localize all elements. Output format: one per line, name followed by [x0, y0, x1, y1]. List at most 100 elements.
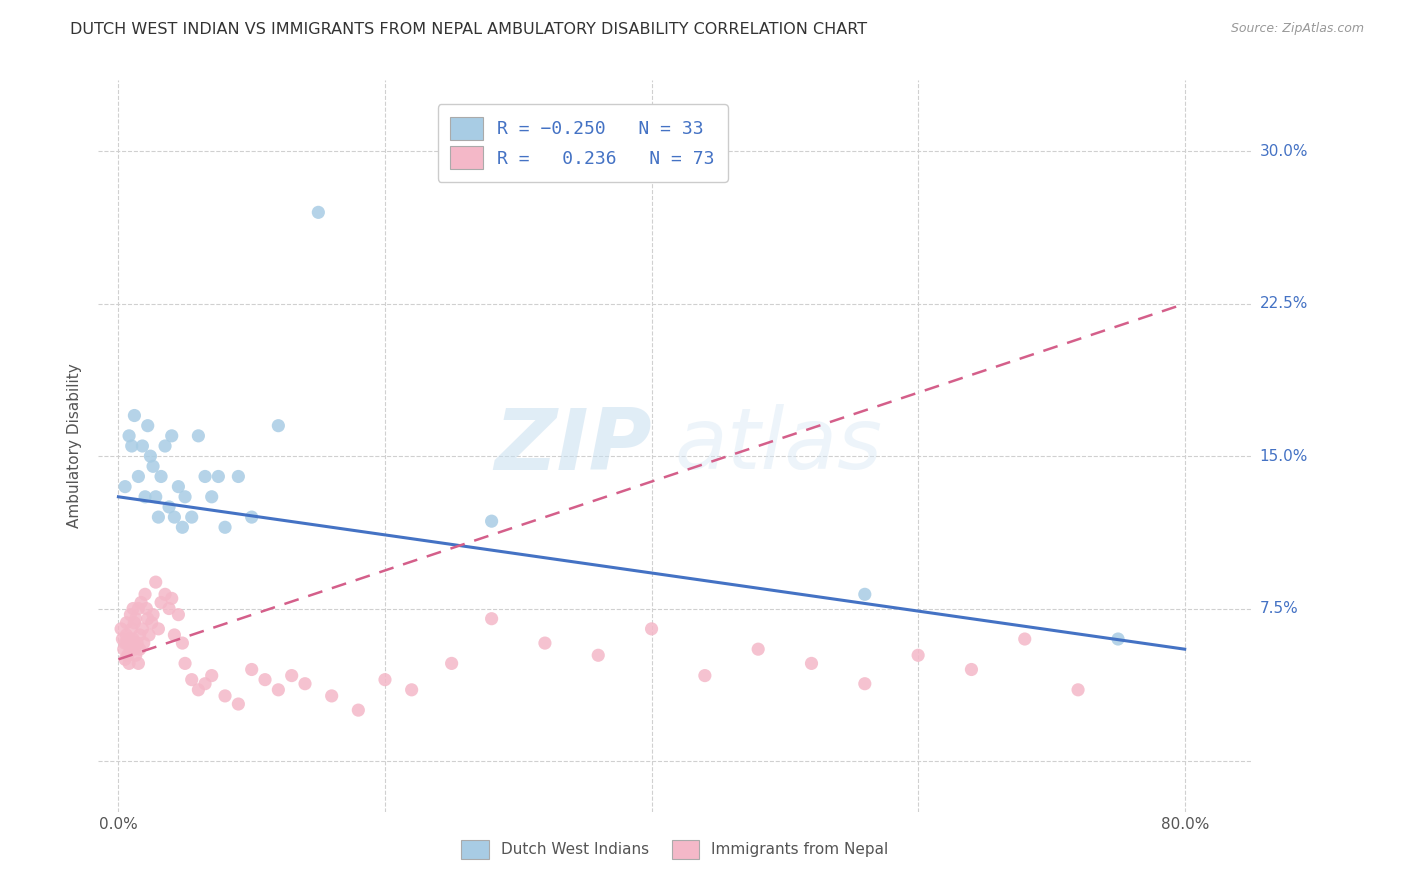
Text: 7.5%: 7.5% [1260, 601, 1298, 616]
Point [114, 636, 136, 650]
Point [118, 632, 141, 646]
Point [1014, 632, 1036, 646]
Point [121, 636, 143, 650]
Legend: Dutch West Indians, Immigrants from Nepal: Dutch West Indians, Immigrants from Nepa… [453, 832, 897, 866]
Point [267, 682, 290, 697]
Point [747, 642, 769, 657]
Point [136, 418, 159, 433]
Text: 15.0%: 15.0% [1260, 449, 1308, 464]
Point [127, 601, 149, 615]
Point [853, 587, 876, 601]
Point [131, 439, 153, 453]
Point [800, 657, 823, 671]
Point [125, 612, 148, 626]
Point [145, 490, 167, 504]
Point [117, 648, 139, 663]
Point [112, 642, 135, 657]
Point [534, 636, 557, 650]
Point [240, 510, 263, 524]
Point [157, 601, 180, 615]
Point [267, 418, 290, 433]
Text: DUTCH WEST INDIAN VS IMMIGRANTS FROM NEPAL AMBULATORY DISABILITY CORRELATION CHA: DUTCH WEST INDIAN VS IMMIGRANTS FROM NEP… [70, 22, 868, 37]
Point [118, 429, 141, 443]
Point [153, 587, 176, 601]
Point [120, 642, 142, 657]
Point [135, 601, 157, 615]
Point [163, 510, 186, 524]
Point [853, 677, 876, 691]
Point [693, 668, 716, 682]
Point [114, 652, 136, 666]
Point [321, 689, 343, 703]
Point [960, 663, 983, 677]
Point [187, 429, 209, 443]
Point [142, 607, 165, 622]
Point [134, 587, 156, 601]
Point [172, 520, 194, 534]
Point [167, 607, 190, 622]
Point [307, 205, 329, 219]
Point [157, 500, 180, 514]
Point [115, 615, 138, 630]
Point [1107, 632, 1129, 646]
Point [127, 657, 149, 671]
Point [253, 673, 276, 687]
Point [440, 657, 463, 671]
Point [174, 490, 197, 504]
Point [117, 636, 139, 650]
Point [174, 657, 197, 671]
Point [240, 663, 263, 677]
Point [1067, 682, 1090, 697]
Point [294, 677, 316, 691]
Point [124, 642, 146, 657]
Point [121, 622, 143, 636]
Point [201, 490, 224, 504]
Point [201, 668, 224, 682]
Point [214, 520, 236, 534]
Point [122, 601, 145, 615]
Point [187, 682, 209, 697]
Point [118, 657, 141, 671]
Point [153, 439, 176, 453]
Point [194, 677, 217, 691]
Point [131, 622, 153, 636]
Point [141, 615, 163, 630]
Point [640, 622, 662, 636]
Point [214, 689, 236, 703]
Point [145, 575, 167, 590]
Point [180, 673, 202, 687]
Point [401, 682, 423, 697]
Point [110, 622, 132, 636]
Point [228, 469, 250, 483]
Point [127, 469, 149, 483]
Point [124, 615, 146, 630]
Y-axis label: Ambulatory Disability: Ambulatory Disability [67, 364, 83, 528]
Point [280, 668, 302, 682]
Point [586, 648, 609, 663]
Point [138, 628, 160, 642]
Point [122, 632, 145, 646]
Point [481, 514, 503, 528]
Point [163, 628, 186, 642]
Point [134, 490, 156, 504]
Text: 22.5%: 22.5% [1260, 296, 1308, 311]
Text: Source: ZipAtlas.com: Source: ZipAtlas.com [1230, 22, 1364, 36]
Point [121, 439, 143, 453]
Point [120, 607, 142, 622]
Point [142, 459, 165, 474]
Point [150, 469, 173, 483]
Point [228, 697, 250, 711]
Point [907, 648, 929, 663]
Point [114, 480, 136, 494]
Point [128, 642, 150, 657]
Point [136, 612, 159, 626]
Point [139, 449, 162, 463]
Text: atlas: atlas [675, 404, 883, 488]
Text: ZIP: ZIP [494, 404, 652, 488]
Point [481, 612, 503, 626]
Point [132, 636, 155, 650]
Point [111, 632, 134, 646]
Point [160, 429, 183, 443]
Point [180, 510, 202, 524]
Point [150, 595, 173, 609]
